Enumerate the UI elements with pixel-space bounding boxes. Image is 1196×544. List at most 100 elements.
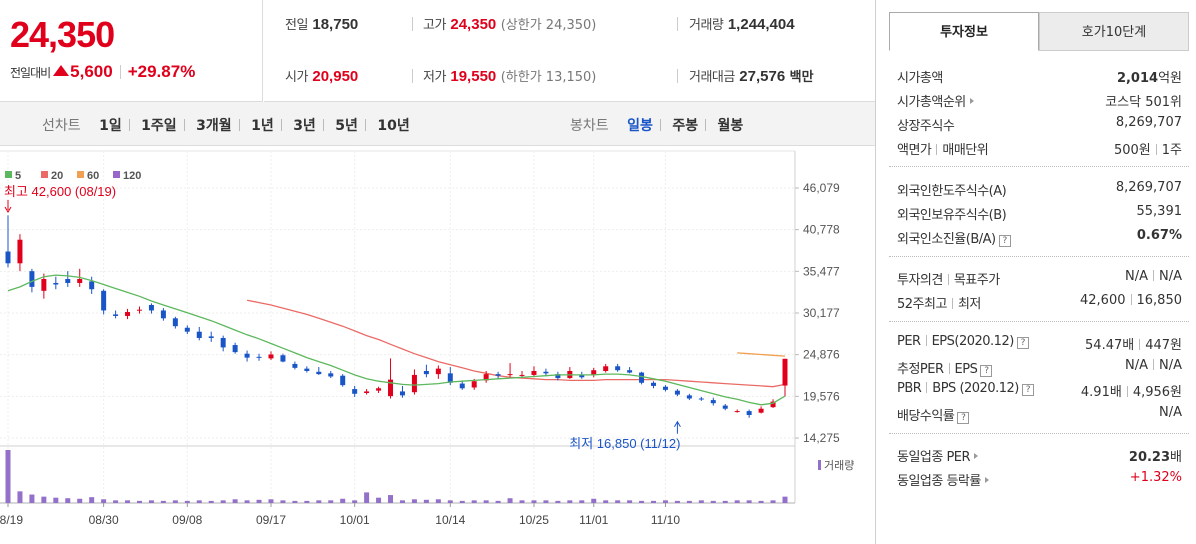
candle-body — [519, 374, 525, 376]
x-tick-label: 10/25 — [519, 513, 549, 527]
stat-amount: 거래대금 27,576 백만 — [689, 66, 814, 85]
candle-body — [447, 373, 453, 383]
volume-bar — [507, 498, 513, 503]
legend-label: 20 — [51, 170, 63, 182]
period-monthly[interactable]: 월봉 — [717, 118, 744, 134]
candle-body — [136, 309, 142, 311]
unit-label: 매매단위 — [942, 143, 989, 158]
divider — [412, 17, 413, 31]
help-icon[interactable]: ? — [957, 412, 970, 424]
volume-legend-swatch — [818, 460, 821, 470]
help-icon[interactable]: ? — [998, 235, 1011, 247]
info-value: 20.23배 — [1129, 446, 1182, 465]
candle-body — [340, 375, 346, 386]
candle-body — [758, 408, 764, 413]
volume-bar — [710, 500, 716, 503]
divider — [889, 433, 1189, 434]
candle-body — [507, 374, 513, 376]
info-label: 액면가 매매단위 — [897, 139, 989, 158]
sector-per-label: 동일업종 PER — [897, 450, 971, 465]
candle-body — [53, 282, 59, 285]
unit-value: 1주 — [1161, 143, 1182, 158]
x-tick-label: 08/19 — [0, 513, 23, 527]
market-cap-unit: 억원 — [1158, 71, 1182, 86]
stat-low: 저가 19,550 (하한가 13,150) — [423, 66, 596, 85]
divider — [677, 69, 678, 83]
help-icon[interactable]: ? — [1016, 337, 1029, 349]
candle-body — [196, 331, 202, 338]
info-label[interactable]: 동일업종 PER — [897, 446, 979, 465]
upper-limit: (상한가 24,350) — [500, 18, 597, 33]
volume-bar — [579, 500, 585, 503]
volume-bar — [603, 500, 609, 503]
info-label[interactable]: 시가총액순위 — [897, 91, 974, 110]
volume-bar — [555, 500, 561, 503]
candle-chart-title: 봉차트 — [570, 118, 609, 134]
info-row-dividend: 배당수익률? N/A — [897, 405, 1182, 427]
sector-per-value: 20.23 — [1128, 450, 1171, 465]
period-daily[interactable]: 일봉 — [627, 118, 653, 134]
price-box: 24,350 전일대비 5,600 +29.87% — [0, 0, 263, 102]
volume-bar — [125, 500, 131, 503]
period-10y[interactable]: 10년 — [377, 118, 410, 134]
info-value: 42,600 16,850 — [1080, 293, 1182, 308]
candle-body — [495, 374, 501, 376]
info-tabs: 투자정보 호가10단계 — [889, 12, 1189, 51]
divider — [119, 65, 121, 79]
stat-value: 27,576 — [739, 68, 786, 85]
info-value: 4.91배 4,956원 — [1081, 381, 1182, 400]
period-3m[interactable]: 3개월 — [196, 118, 232, 134]
info-row-foreign-ratio: 외국인소진율(B/A)? 0.67% — [897, 228, 1182, 250]
investment-info-panel: 투자정보 호가10단계 시가총액 2,014억원 시가총액순위 코스닥 501위… — [876, 0, 1196, 544]
info-value: 8,269,707 — [1115, 115, 1182, 130]
info-row-face-value: 액면가 매매단위 500원 1주 — [897, 139, 1182, 161]
period-1w[interactable]: 1주일 — [141, 118, 177, 134]
candle-body — [388, 379, 394, 397]
change-label: 전일대비 — [10, 66, 51, 80]
volume-bar — [208, 500, 214, 503]
tab-order-book[interactable]: 호가10단계 — [1039, 12, 1189, 51]
candle-chart-periods: 봉차트 일봉 주봉 월봉 — [570, 115, 743, 135]
bps-value: 4,956원 — [1132, 385, 1182, 400]
help-icon[interactable]: ? — [1021, 384, 1034, 396]
stat-value: 20,950 — [312, 68, 359, 85]
period-5y[interactable]: 5년 — [335, 118, 358, 134]
stat-value: 18,750 — [312, 16, 359, 33]
volume-bar — [674, 500, 680, 503]
target-value: N/A — [1159, 269, 1182, 284]
up-arrow-icon — [53, 65, 70, 76]
period-3y[interactable]: 3년 — [293, 118, 316, 134]
candle-body — [615, 366, 621, 371]
candle-body — [89, 281, 95, 290]
stat-value: 19,550 — [450, 68, 497, 85]
tab-investment-info[interactable]: 투자정보 — [889, 12, 1039, 51]
foreign-ratio-value: 0.67% — [1136, 228, 1182, 243]
x-tick-label: 09/08 — [172, 513, 202, 527]
candle-body — [435, 368, 441, 375]
volume-bar — [758, 500, 764, 503]
lower-limit: (하한가 13,150) — [500, 70, 597, 85]
period-1y[interactable]: 1년 — [251, 118, 274, 134]
candle-body — [5, 251, 11, 264]
period-1d[interactable]: 1일 — [99, 118, 122, 134]
line-chart-title: 선차트 — [42, 118, 81, 134]
est-per-label: 추정PER — [897, 362, 944, 377]
high-marker-label: 최고 42,600 (08/19) — [4, 184, 116, 199]
candle-body — [364, 391, 370, 393]
x-tick-label: 08/30 — [89, 513, 119, 527]
info-label[interactable]: 동일업종 등락률 — [897, 470, 989, 489]
divider — [947, 274, 949, 285]
help-icon[interactable]: ? — [980, 365, 993, 377]
period-weekly[interactable]: 주봉 — [672, 118, 699, 134]
candle-body — [555, 374, 561, 379]
dividend-label: 배당수익률 — [897, 409, 955, 424]
candlestick-chart: 14,275 19,576 24,876 30,177 35,477 40,778 46,0… — [0, 150, 854, 527]
pbr-value: 4.91배 — [1080, 385, 1122, 400]
info-label: PBR BPS (2020.12)? — [897, 381, 1034, 396]
info-label: 외국인한도주식수(A) — [897, 184, 1007, 199]
opinion-label: 투자의견 — [897, 273, 943, 288]
volume-bar — [734, 500, 740, 503]
info-label: PER EPS(2020.12)? — [897, 334, 1029, 349]
change-amount: 5,600 — [70, 62, 113, 81]
volume-bar — [172, 500, 178, 503]
